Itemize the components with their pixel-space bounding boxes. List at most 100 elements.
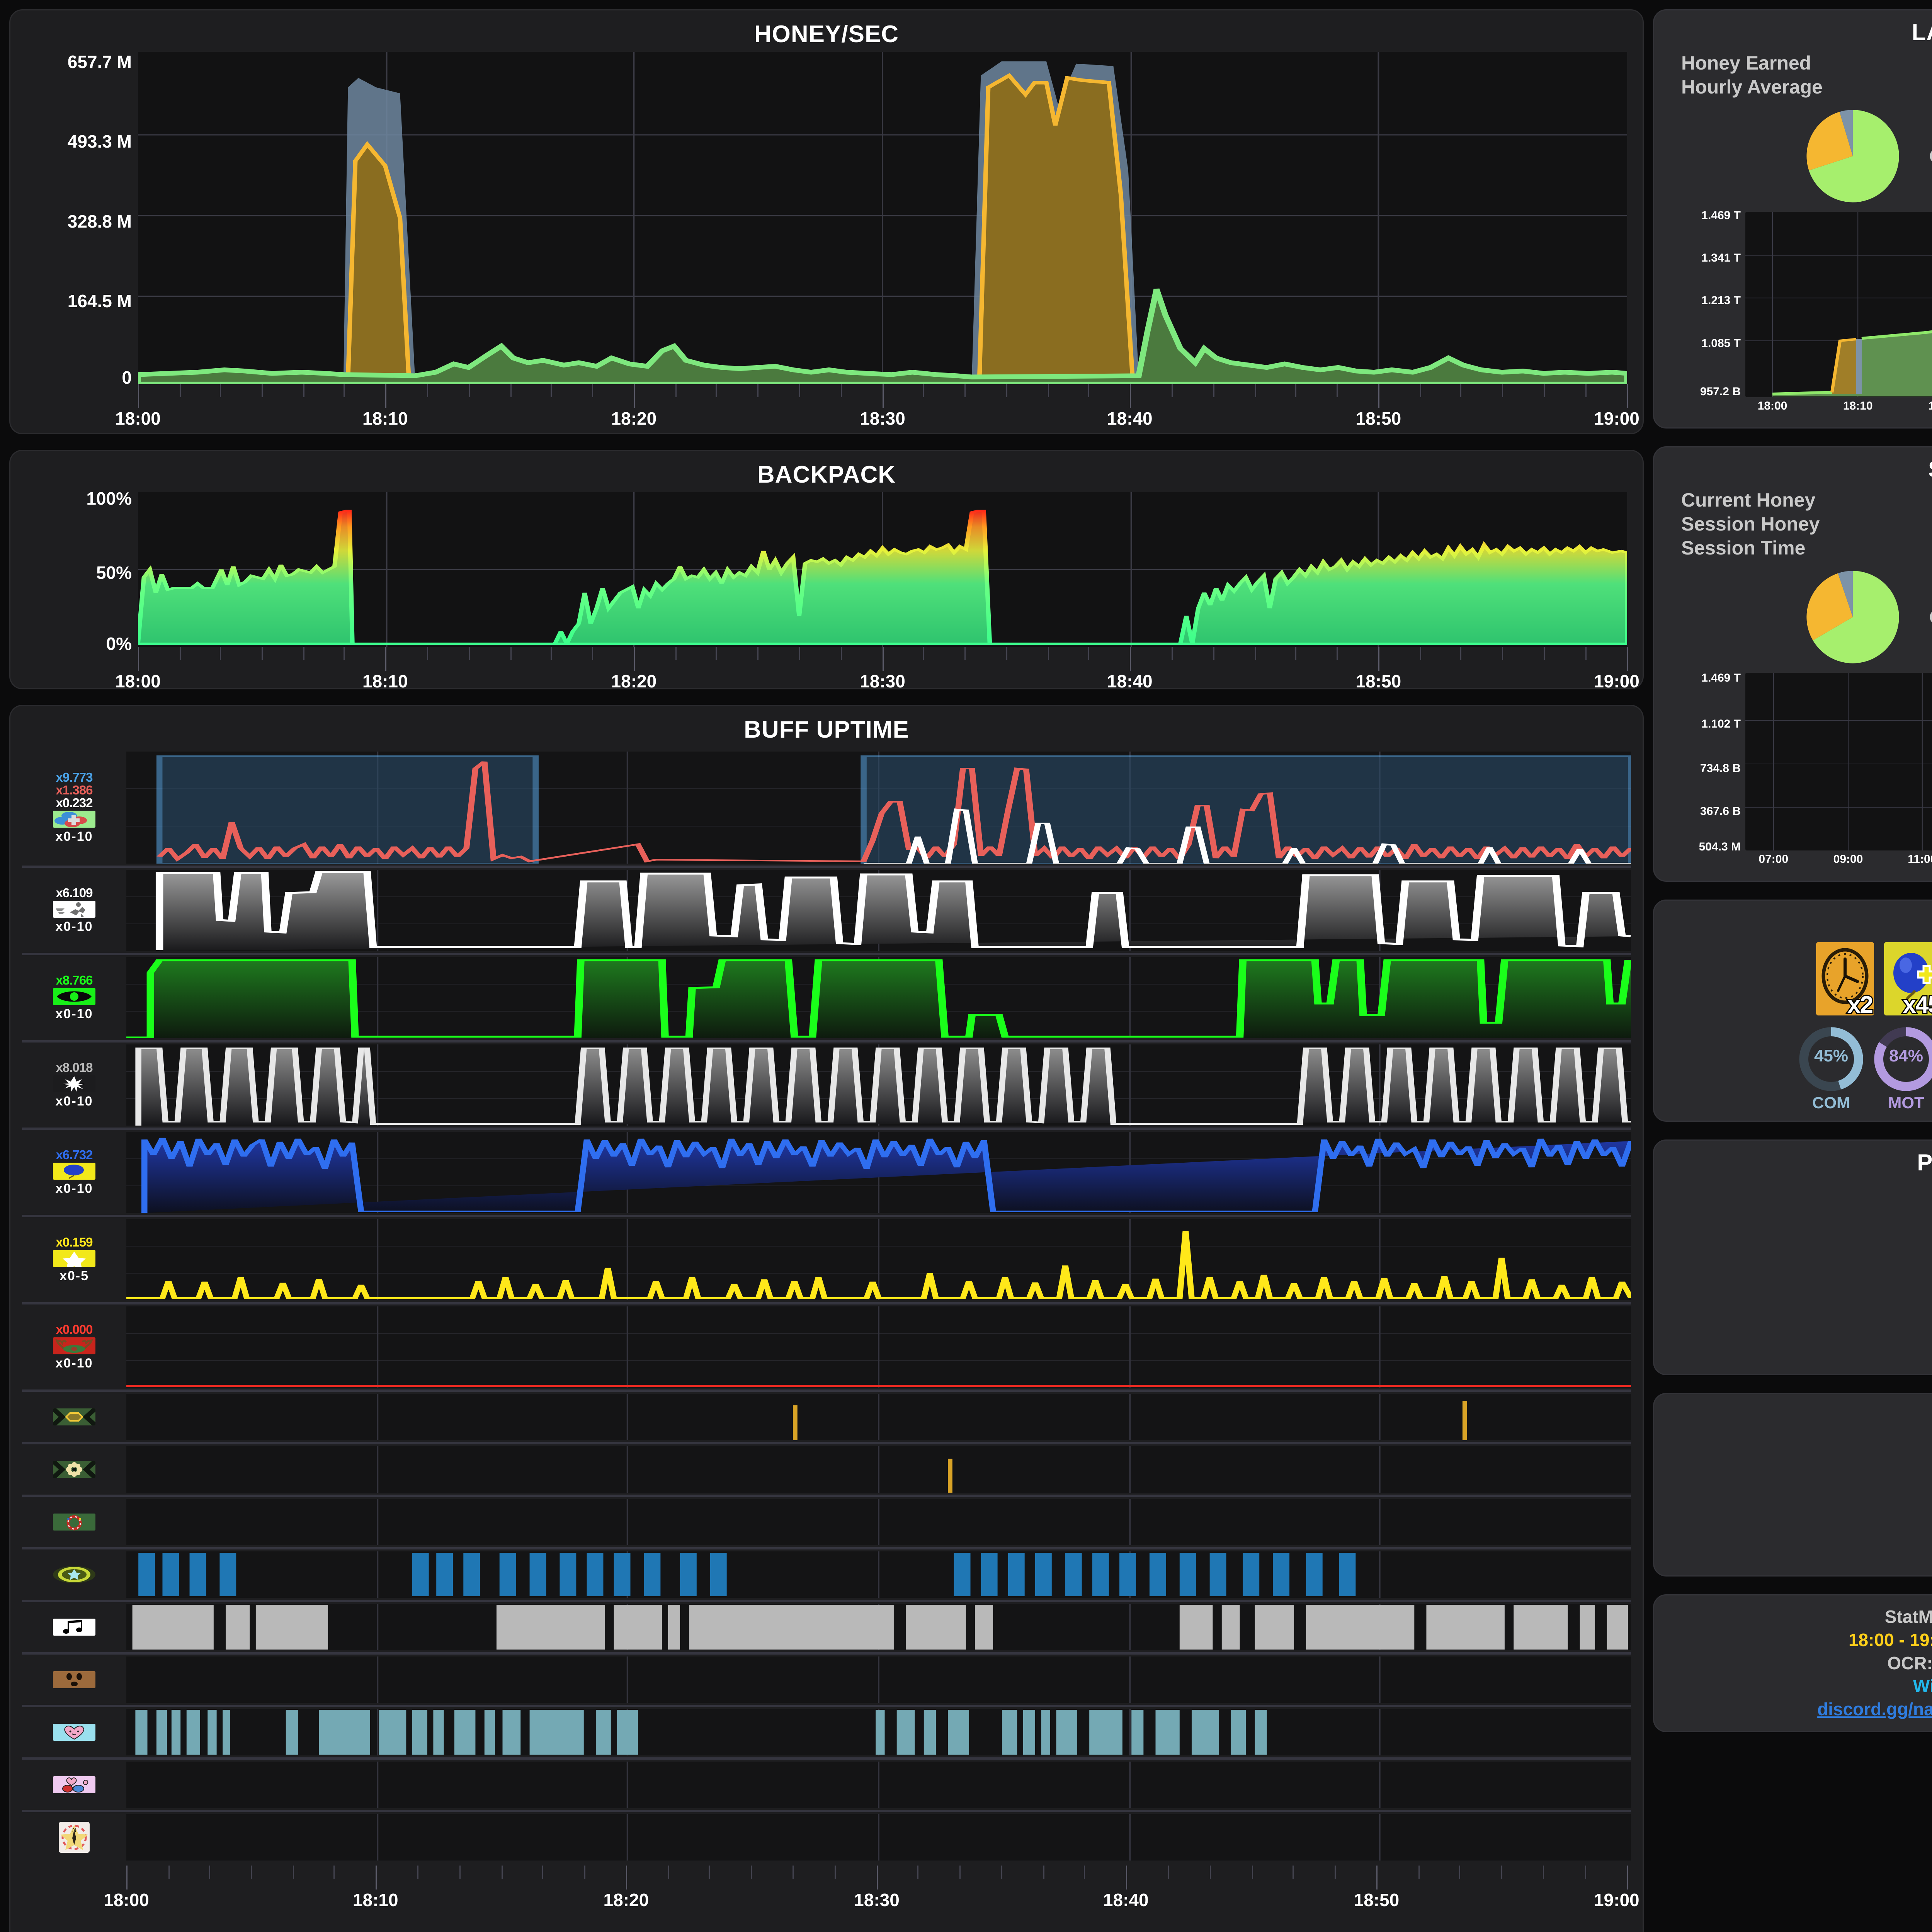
planters-title: PLANTERS bbox=[1917, 1150, 1932, 1175]
buff-icon-col: x0.159 x0-5 bbox=[22, 1236, 126, 1284]
buff-icon-col: x6.109 x0-10 bbox=[22, 886, 126, 934]
buff-uptime-rows: x9.773 x1.386 x0.232 x0-10 bbox=[22, 750, 1631, 1862]
buff-row-oil: x8.766 x0-10 bbox=[22, 955, 1631, 1040]
stat-label: Total Planters bbox=[1664, 1501, 1932, 1522]
hourly-average-row: Hourly Average 399.8 B (+12%) bbox=[1664, 75, 1932, 99]
discord-link[interactable]: discord.gg/natromacro bbox=[1817, 1699, 1932, 1719]
buff-row-heart bbox=[22, 1707, 1631, 1757]
gauge-value: 45% bbox=[1814, 1046, 1849, 1065]
haste-buff-icon bbox=[53, 901, 95, 918]
buff-multiplier: x6.109 bbox=[56, 886, 93, 900]
stat-label: Total Boss Kills bbox=[1664, 1435, 1932, 1456]
y-tick: 100% bbox=[86, 488, 132, 509]
spark-x-tick: 18:00 bbox=[1757, 400, 1787, 412]
buff-range: x0-10 bbox=[55, 919, 93, 934]
x-tick: 18:30 bbox=[860, 671, 905, 689]
last-hour-pie-block: Gather 00:43:58 73% Convert 00:12:41 21%… bbox=[1664, 106, 1932, 206]
buffs-title: BUFFS bbox=[1664, 909, 1932, 936]
buff-track-bear bbox=[126, 1656, 1631, 1703]
focus-red-line bbox=[156, 761, 1631, 863]
row-divider bbox=[22, 866, 1631, 868]
legend-row: Other 00:16:26 7% bbox=[1923, 633, 1932, 654]
buff-row-wreath bbox=[22, 1497, 1631, 1547]
series-convert-b bbox=[977, 73, 1135, 383]
x-tick: 18:10 bbox=[352, 1890, 398, 1910]
series-backpack-fill bbox=[138, 510, 1627, 645]
buff-track-wreath bbox=[126, 1499, 1631, 1545]
y-tick: 50% bbox=[96, 563, 132, 583]
focus-white-line bbox=[864, 808, 1631, 864]
footer-ocr-label: OCR: bbox=[1887, 1653, 1932, 1673]
spark-y-tick: 734.8 B bbox=[1700, 762, 1741, 775]
row-divider bbox=[22, 1757, 1631, 1760]
honey-earned-label: Honey Earned bbox=[1681, 52, 1811, 74]
last-hour-panel: LAST HOUR Honey Earned 512.1 B ▲ Hourly … bbox=[1653, 9, 1932, 429]
legend-name: Convert bbox=[1923, 607, 1932, 628]
row-divider bbox=[22, 1652, 1631, 1655]
spark-y-tick: 1.102 T bbox=[1701, 718, 1741, 731]
buff-row-music bbox=[22, 1602, 1631, 1652]
footer-links: discord.gg/natromacro Natro v1.0.1 bbox=[1662, 1698, 1932, 1721]
backpack-plot-area: 100% 50% 0% bbox=[22, 488, 1631, 654]
wreath-icon bbox=[53, 1514, 95, 1531]
buff-icon-col bbox=[22, 1459, 126, 1480]
buff-multiplier: x0.159 bbox=[56, 1235, 93, 1249]
last-hour-pie-chart bbox=[1806, 110, 1899, 202]
session-time-label: Session Time bbox=[1681, 537, 1806, 559]
star-wave bbox=[135, 1048, 1631, 1126]
stat-row-bug-kills: Total Bug Kills 22 ▲ 6 bbox=[1664, 1479, 1932, 1501]
music-note-icon bbox=[53, 1619, 95, 1636]
spark-y-tick: 367.6 B bbox=[1700, 804, 1741, 818]
buff-range: x0-10 bbox=[55, 1094, 93, 1109]
token-event-mark bbox=[793, 1405, 798, 1440]
buff-track-focus bbox=[126, 752, 1631, 864]
footer-app-line: StatMonitor v2.3 by SP bbox=[1662, 1605, 1932, 1629]
stats-panel: STATS Total Boss Kills 0 Total Vic Kills… bbox=[1653, 1393, 1932, 1577]
spark-y-tick: 1.341 T bbox=[1701, 252, 1741, 264]
stat-row-planters: Total Planters 0 bbox=[1664, 1501, 1932, 1523]
x-tick: 18:40 bbox=[1107, 408, 1153, 429]
x-tick: 18:00 bbox=[115, 408, 161, 429]
x-tick: 18:50 bbox=[1354, 1890, 1400, 1910]
y-tick: 493.3 M bbox=[67, 131, 132, 152]
footer-ocr-line: OCR: Enabled (en-US) bbox=[1662, 1652, 1932, 1675]
planters-panel: PLANTERS bbox=[1653, 1139, 1932, 1375]
x-tick: 18:20 bbox=[611, 671, 657, 689]
stat-row-disconnects: Disconnects 0 bbox=[1664, 1545, 1932, 1567]
series-gather bbox=[138, 288, 1627, 384]
buff-multiplier: x0.232 bbox=[56, 796, 93, 810]
current-honey-row: Current Honey 1.469 T bbox=[1664, 488, 1932, 512]
session-sparkline: 1.469 T 1.102 T 734.8 B 367.6 B 504.3 M bbox=[1699, 672, 1932, 866]
blue-balloon-icon[interactable]: x45 bbox=[1884, 942, 1932, 1015]
blue-balloon-icon bbox=[53, 1163, 95, 1180]
x-tick: 18:20 bbox=[611, 408, 657, 429]
session-honey-label: Session Honey bbox=[1681, 513, 1820, 535]
pie-slice-gather bbox=[1808, 110, 1899, 202]
token-event-mark bbox=[1462, 1401, 1467, 1440]
clock-buff-icon[interactable]: x2 bbox=[1816, 942, 1874, 1015]
x-tick: 18:00 bbox=[104, 1890, 149, 1910]
haste-fill bbox=[159, 872, 1631, 951]
spark-y-tick: 1.213 T bbox=[1701, 294, 1741, 307]
buff-uptime-card: BUFF UPTIME x9.773 x1.386 x0.232 x0-10 bbox=[9, 705, 1644, 1932]
buff-icon-col: x9.773 x1.386 x0.232 x0-10 bbox=[22, 771, 126, 844]
last-hour-title: LAST HOUR bbox=[1912, 19, 1932, 45]
buff-row-yellow-star: x0.159 x0-5 bbox=[22, 1217, 1631, 1302]
session-honey-row: Session Honey 1.469 T bbox=[1664, 512, 1932, 536]
row-divider bbox=[22, 1389, 1631, 1392]
session-title: SESSION bbox=[1664, 456, 1932, 483]
antlers-icon bbox=[53, 1337, 95, 1354]
oil-buff-icon bbox=[53, 988, 95, 1005]
hearts-gift-icon bbox=[53, 1776, 95, 1793]
oil-fill bbox=[150, 960, 1631, 1038]
oil-line bbox=[126, 959, 1631, 1038]
buff-range: x0-10 bbox=[55, 1181, 93, 1196]
session-pie-block: Gather 02:34:33 70% Convert 00:49:27 23%… bbox=[1664, 567, 1932, 667]
stat-row-vic-kills: Total Vic Kills 0 bbox=[1664, 1457, 1932, 1479]
x-tick: 19:00 bbox=[1594, 671, 1639, 689]
footer-app-name: StatMonitor v2.3 by bbox=[1884, 1607, 1932, 1627]
backpack-y-axis: 100% 50% 0% bbox=[22, 488, 138, 654]
row-divider bbox=[22, 1547, 1631, 1549]
buff-count: x2 bbox=[1846, 990, 1874, 1015]
row-divider bbox=[22, 953, 1631, 955]
